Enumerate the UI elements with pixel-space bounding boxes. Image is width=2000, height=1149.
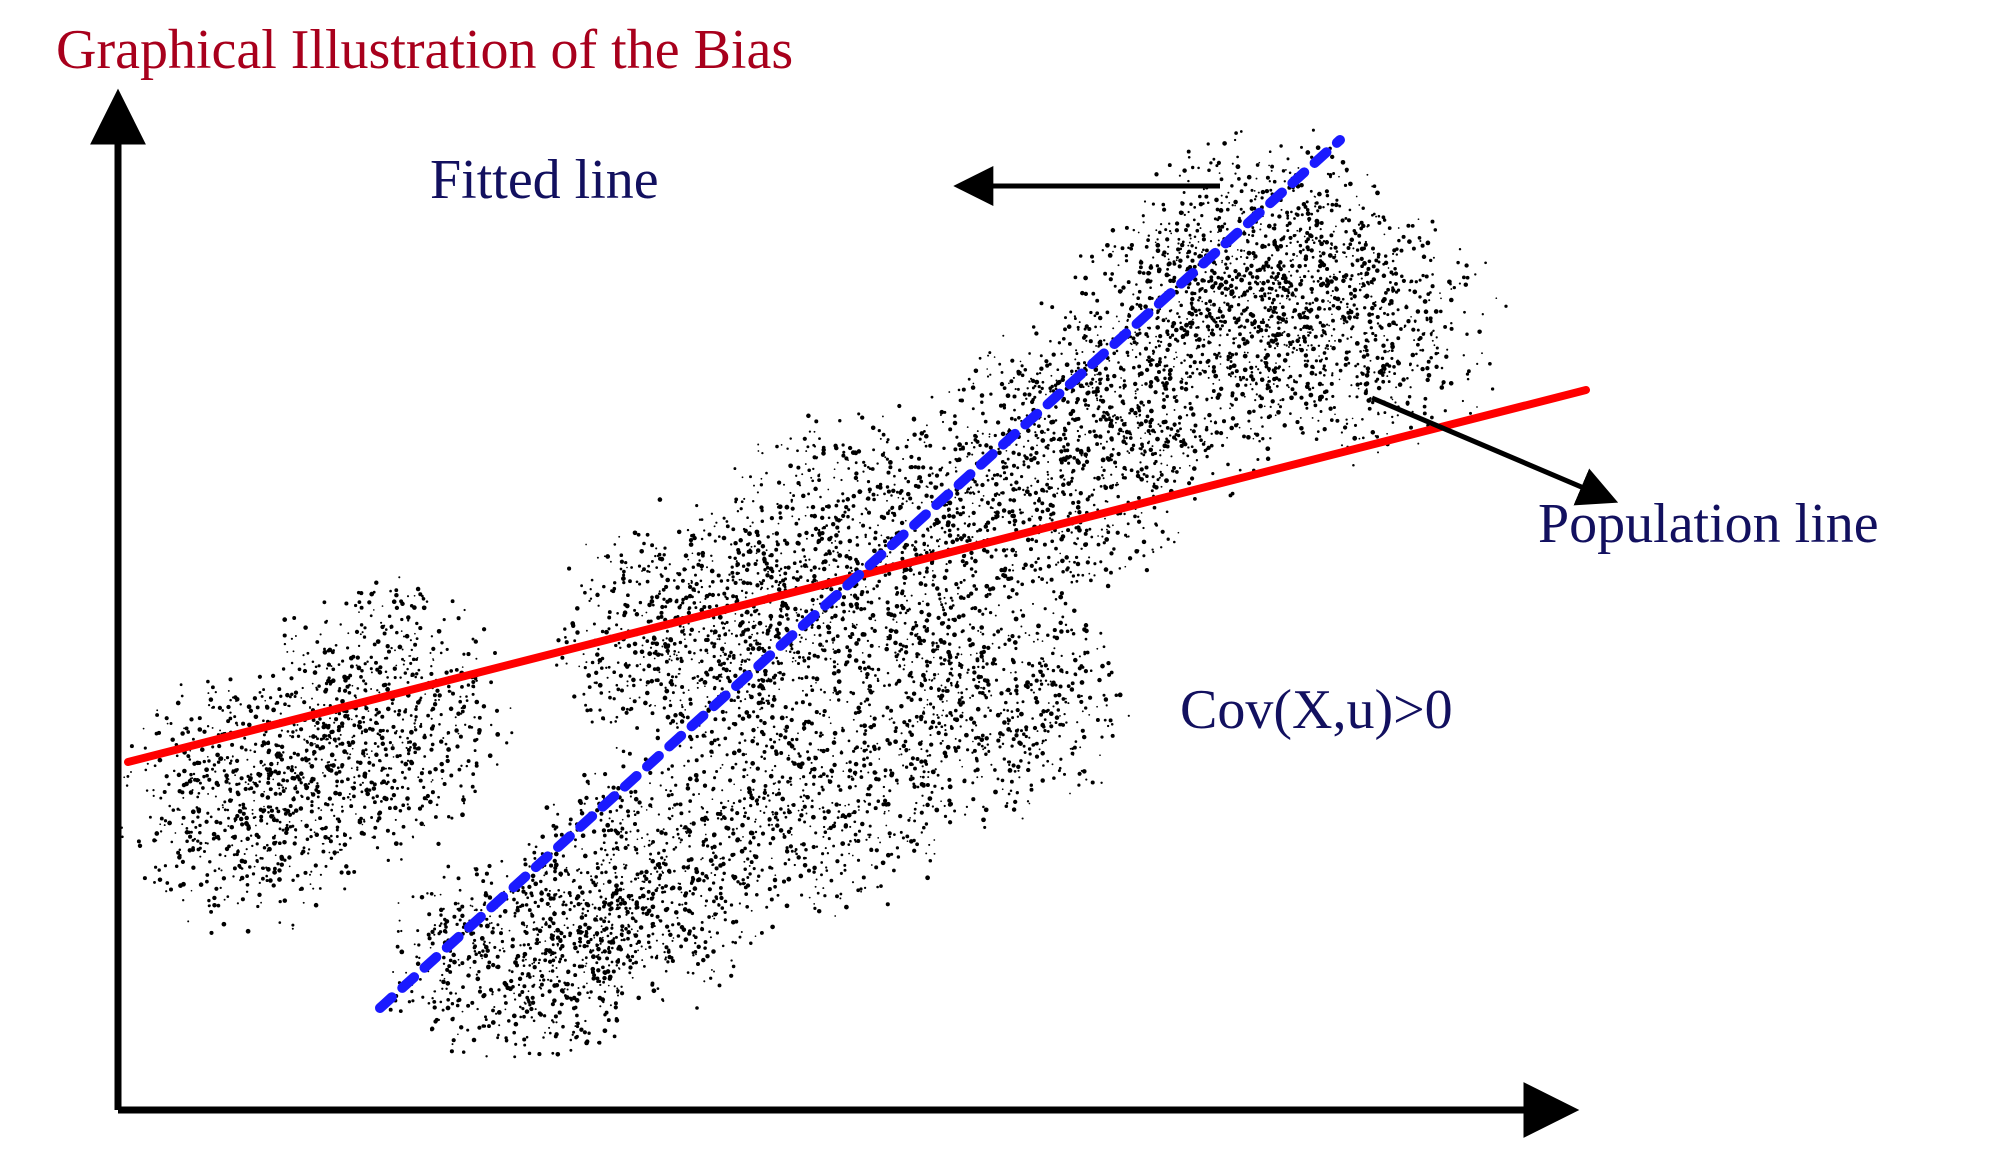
scatter-cloud [121,129,1508,1059]
fitted-line [380,140,1340,1008]
figure: Graphical Illustration of the Bias Fitte… [0,0,2000,1149]
plot-area [0,0,2000,1149]
